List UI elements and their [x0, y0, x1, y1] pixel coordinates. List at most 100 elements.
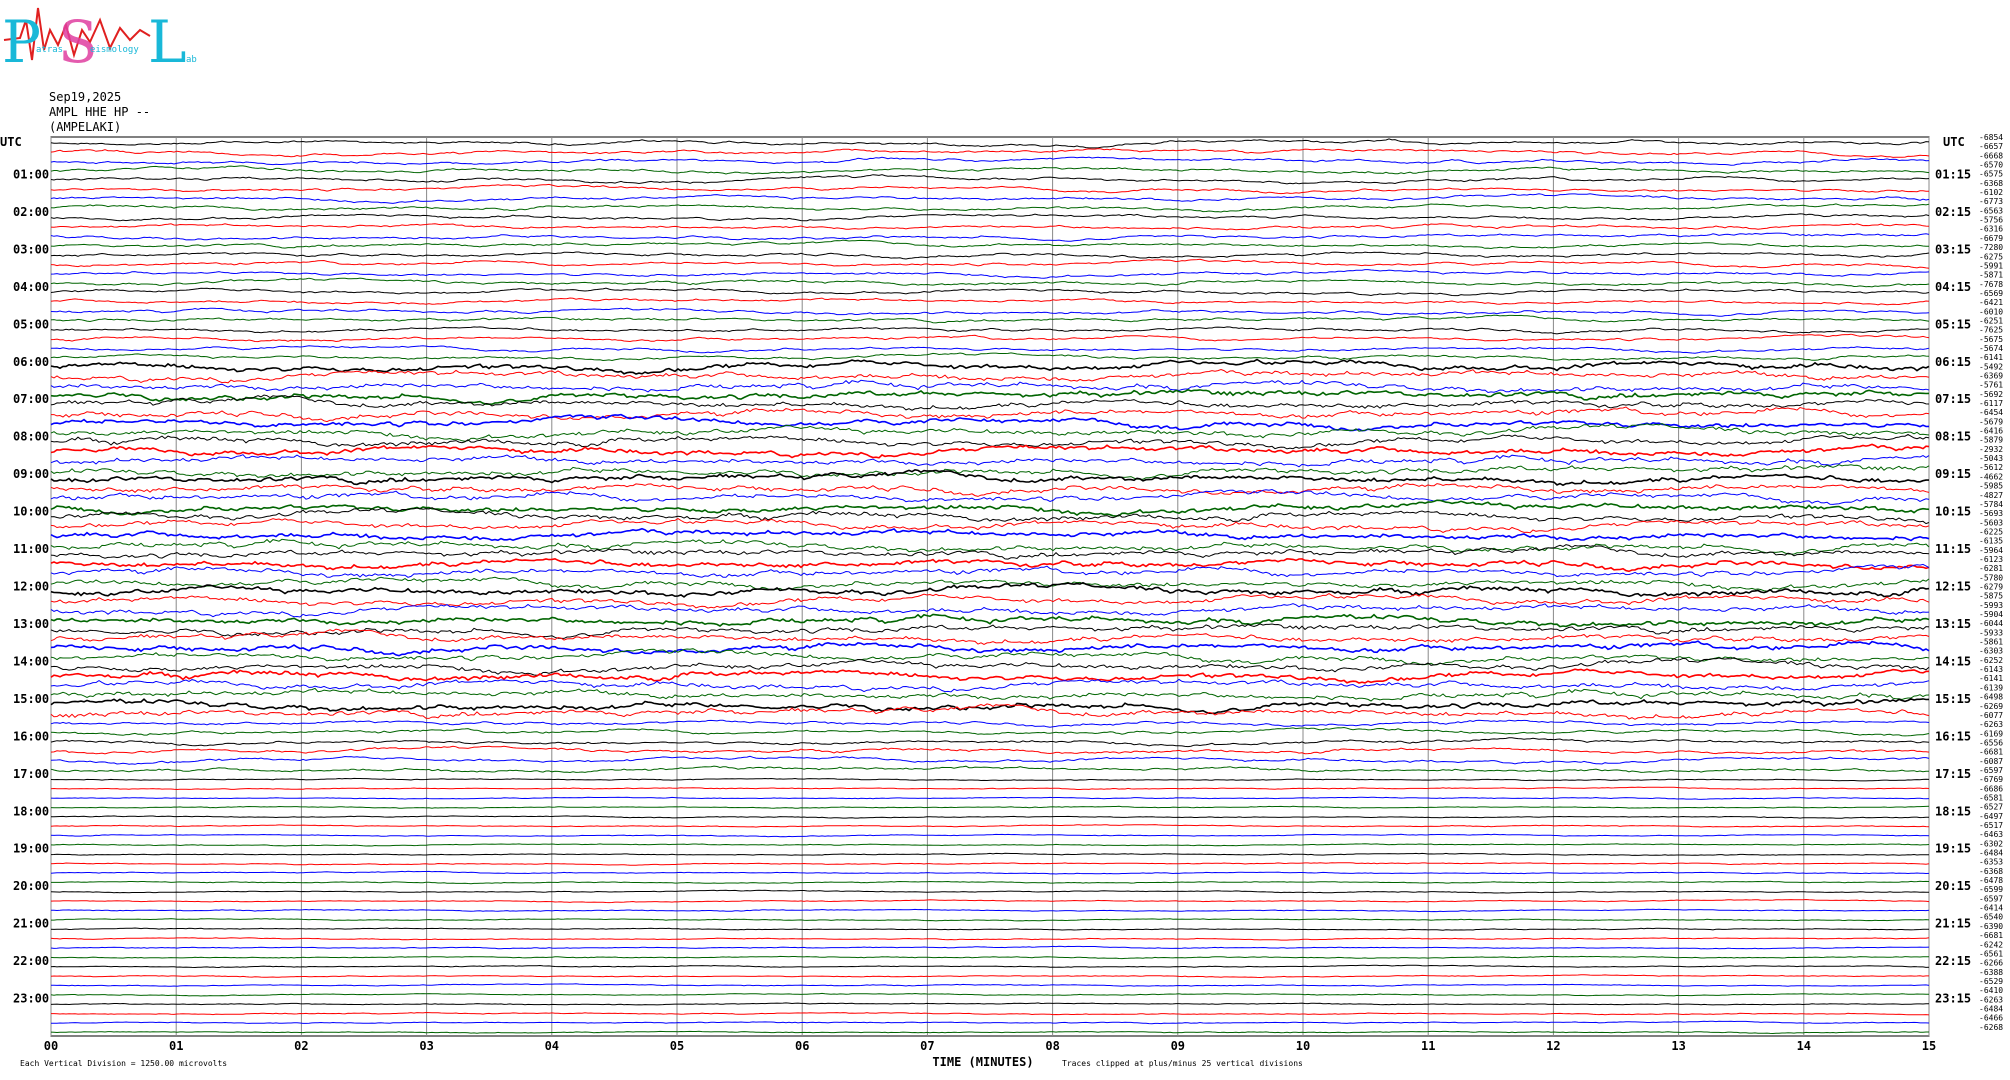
- trace-offset: -6303: [1979, 647, 2003, 656]
- trace: [50, 499, 1930, 517]
- trace-offset: -6657: [1979, 142, 2003, 151]
- trace: [50, 165, 1930, 175]
- trace-offset: -2932: [1979, 445, 2003, 454]
- trace-offset: -6484: [1979, 849, 2003, 858]
- trace-offset: -6569: [1979, 289, 2003, 298]
- trace: [51, 880, 1930, 885]
- trace: [50, 668, 1930, 684]
- hour-label-right: 06:15: [1935, 355, 1971, 369]
- trace-offset: -6769: [1979, 775, 2003, 784]
- trace: [50, 352, 1930, 362]
- trace-offset: -6597: [1979, 766, 2003, 775]
- trace: [50, 379, 1930, 394]
- trace: [50, 927, 1929, 931]
- trace-offset: -4662: [1979, 472, 2003, 481]
- trace: [50, 538, 1930, 555]
- trace-offset: -6390: [1979, 922, 2003, 931]
- trace-offset: -5904: [1979, 610, 2003, 619]
- trace-offset: -6570: [1979, 161, 2003, 170]
- trace: [50, 898, 1930, 904]
- date: Sep19,2025: [49, 90, 121, 104]
- trace: [50, 687, 1930, 702]
- clip-note: Traces clipped at plus/minus 25 vertical…: [1062, 1059, 1303, 1068]
- trace-offset: -5875: [1979, 592, 2003, 601]
- hour-label-right: 15:15: [1935, 692, 1971, 706]
- trace: [50, 1002, 1930, 1006]
- hour-label-left: 20:00: [13, 879, 49, 893]
- trace-offset: -5756: [1979, 216, 2003, 225]
- hour-label-right: 20:15: [1935, 879, 1971, 893]
- trace-offset: -6302: [1979, 839, 2003, 848]
- trace-offset: -6141: [1979, 353, 2003, 362]
- trace: [50, 287, 1930, 297]
- utc-right: UTC: [1943, 135, 1965, 149]
- labels: 00 01 02 03 04 05 06 07 08 09 10 11 12 13 14 15 TIME (MI…: [0, 133, 2003, 1069]
- trace-offset: -6773: [1979, 197, 2003, 206]
- logo-s: S: [58, 8, 98, 76]
- trace: [50, 824, 1930, 828]
- trace-offset: -6540: [1979, 913, 2003, 922]
- trace: [50, 777, 1930, 782]
- logo-squiggle: [3, 7, 151, 61]
- hour-label-left: 12:00: [13, 580, 49, 594]
- trace-offset: -6268: [1979, 1023, 2003, 1032]
- hour-label-left: 03:00: [13, 242, 49, 256]
- hour-label-right: 03:15: [1935, 242, 1971, 256]
- trace-offset: -6010: [1979, 307, 2003, 316]
- trace-offset: -7625: [1979, 326, 2003, 335]
- trace-offset: -6498: [1979, 693, 2003, 702]
- trace-offset: -6242: [1979, 940, 2003, 949]
- trace: [50, 193, 1930, 204]
- trace: [50, 557, 1930, 573]
- trace-offset: -6139: [1979, 683, 2003, 692]
- trace-offset: -6123: [1979, 555, 2003, 564]
- trace-offset: -6681: [1979, 931, 2003, 940]
- trace-offset: -6117: [1979, 399, 2003, 408]
- hour-label-right: 05:15: [1935, 317, 1971, 331]
- trace-offset: -6679: [1979, 234, 2003, 243]
- trace-offset: -6466: [1979, 1014, 2003, 1023]
- trace-offset: -6388: [1979, 968, 2003, 977]
- trace-offset: -6281: [1979, 564, 2003, 573]
- trace: [50, 464, 1930, 480]
- hour-label-left: 05:00: [13, 317, 49, 331]
- trace-offset: -6269: [1979, 702, 2003, 711]
- hour-label-left: 18:00: [13, 804, 49, 818]
- trace-offset: -6484: [1979, 1004, 2003, 1013]
- trace-offset: -5861: [1979, 638, 2003, 647]
- hour-label-right: 16:15: [1935, 729, 1971, 743]
- trace: [50, 843, 1930, 847]
- utc-left: UTC: [0, 135, 22, 149]
- hour-label-right: 04:15: [1935, 280, 1971, 294]
- x-tick-label: 07: [920, 1039, 934, 1053]
- hour-label-left: 01:00: [13, 167, 49, 181]
- trace-offset: -6854: [1979, 133, 2003, 142]
- trace-offset: -5991: [1979, 261, 2003, 270]
- hour-label-right: 09:15: [1935, 467, 1971, 481]
- trace: [50, 488, 1930, 505]
- trace-offset: -6263: [1979, 995, 2003, 1004]
- hour-label-right: 19:15: [1935, 842, 1971, 856]
- trace-offset: -6529: [1979, 977, 2003, 986]
- trace: [50, 955, 1930, 960]
- trace: [50, 138, 1930, 149]
- trace: [50, 964, 1930, 969]
- hour-label-left: 09:00: [13, 467, 49, 481]
- trace: [51, 918, 1930, 922]
- hour-label-left: 17:00: [13, 767, 49, 781]
- logo-l-small: ab: [186, 55, 197, 65]
- logo-p-small: atras: [36, 45, 63, 55]
- trace-offset: -5780: [1979, 573, 2003, 582]
- trace: [50, 1030, 1929, 1035]
- trace: [50, 719, 1930, 728]
- trace: [50, 269, 1930, 279]
- trace-offset: -6135: [1979, 537, 2003, 546]
- x-tick-label: 12: [1546, 1039, 1560, 1053]
- hour-label-right: 02:15: [1935, 205, 1971, 219]
- trace: [51, 983, 1930, 987]
- trace: [50, 223, 1930, 231]
- hour-label-right: 10:15: [1935, 505, 1971, 519]
- trace: [50, 544, 1930, 560]
- x-tick-label: 00: [44, 1039, 58, 1053]
